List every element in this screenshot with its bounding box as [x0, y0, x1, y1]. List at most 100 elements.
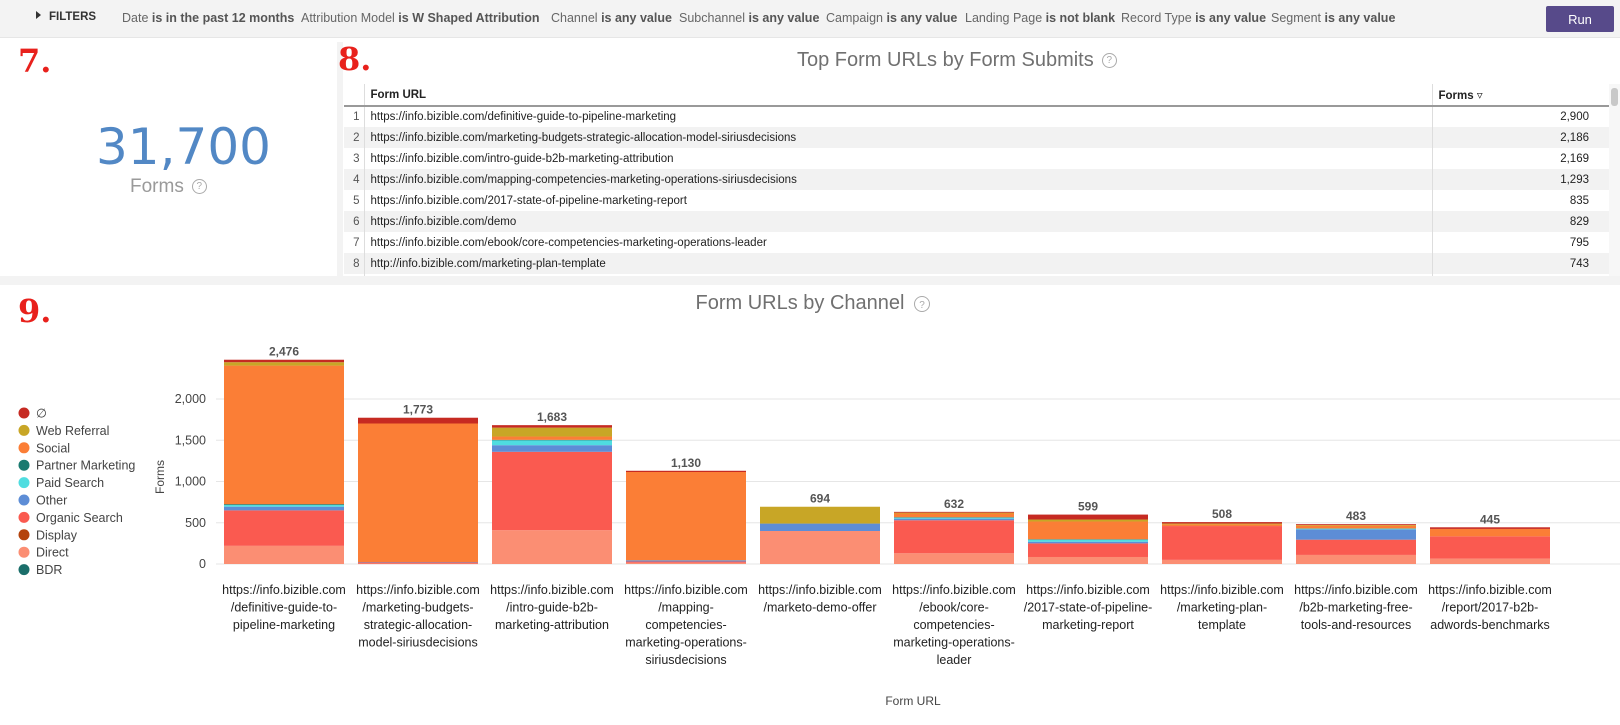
- form-url-cell[interactable]: https://info.bizible.com/marketing-budge…: [364, 127, 1433, 148]
- form-url-cell[interactable]: https://info.bizible.com/demo: [364, 211, 1433, 232]
- bar-segment[interactable]: [1162, 559, 1282, 564]
- table-row[interactable]: 4 https://info.bizible.com/mapping-compet…: [344, 169, 1609, 190]
- bar-segment[interactable]: [224, 510, 344, 546]
- bar-segment[interactable]: [1296, 554, 1416, 564]
- table-scrollbar[interactable]: [1609, 84, 1620, 276]
- bar-segment[interactable]: [760, 531, 880, 564]
- bar-segment[interactable]: [1296, 528, 1416, 530]
- bar-segment[interactable]: [492, 425, 612, 428]
- bar-segment[interactable]: [358, 563, 478, 565]
- bar-segment[interactable]: [1162, 523, 1282, 525]
- table-row[interactable]: 3 https://info.bizible.com/intro-guide-b2…: [344, 148, 1609, 169]
- legend-label[interactable]: Organic Search: [36, 511, 123, 525]
- bar-segment[interactable]: [1430, 528, 1550, 537]
- bar-segment[interactable]: [224, 359, 344, 363]
- bar-segment[interactable]: [1296, 524, 1416, 525]
- scrollbar-thumb[interactable]: [1611, 88, 1618, 106]
- bar-segment[interactable]: [1430, 558, 1550, 564]
- bar-segment[interactable]: [894, 512, 1014, 514]
- bar-segment[interactable]: [1028, 521, 1148, 540]
- filter-date[interactable]: Date is in the past 12 months: [122, 11, 294, 25]
- bar-segment[interactable]: [1028, 539, 1148, 542]
- table-row[interactable]: 2 https://info.bizible.com/marketing-budg…: [344, 127, 1609, 148]
- bar-segment[interactable]: [894, 553, 1014, 564]
- help-icon[interactable]: ?: [1101, 53, 1117, 68]
- filter-landing-page[interactable]: Landing Page is not blank: [965, 11, 1115, 25]
- table-row[interactable]: 1 https://info.bizible.com/definitive-gui…: [344, 106, 1609, 127]
- bar-segment[interactable]: [358, 417, 478, 424]
- bar-segment[interactable]: [1028, 541, 1148, 544]
- bar-segment[interactable]: [1028, 514, 1148, 520]
- bar-segment[interactable]: [492, 451, 612, 531]
- bar-segment[interactable]: [626, 472, 746, 561]
- bar-segment[interactable]: [894, 520, 1014, 554]
- form-url-cell[interactable]: https://info.bizible.com/2017-state-of-p…: [364, 190, 1433, 211]
- help-icon[interactable]: ?: [914, 296, 930, 312]
- table-row[interactable]: 5 https://info.bizible.com/2017-state-of-…: [344, 190, 1609, 211]
- bar-segment[interactable]: [1028, 556, 1148, 564]
- bar-segment[interactable]: [492, 530, 612, 564]
- form-url-cell[interactable]: https://info.bizible.com/ebook/core-comp…: [364, 232, 1433, 253]
- bar-segment[interactable]: [1296, 539, 1416, 555]
- table-row[interactable]: 6 https://info.bizible.com/demo 829: [344, 211, 1609, 232]
- legend-label[interactable]: Partner Marketing: [36, 459, 135, 473]
- bar-segment[interactable]: [1296, 525, 1416, 529]
- table-row[interactable]: 7 https://info.bizible.com/ebook/core-com…: [344, 232, 1609, 253]
- filter-campaign[interactable]: Campaign is any value: [826, 11, 957, 25]
- bar-segment[interactable]: [224, 506, 344, 511]
- bar-segment[interactable]: [358, 562, 478, 564]
- bar-segment[interactable]: [1430, 536, 1550, 559]
- legend-label[interactable]: ∅: [36, 407, 47, 421]
- legend-label[interactable]: Display: [36, 528, 78, 542]
- bar-segment[interactable]: [894, 511, 1014, 513]
- filter-channel[interactable]: Channel is any value: [551, 11, 672, 25]
- bar-segment[interactable]: [1028, 543, 1148, 557]
- table-row[interactable]: 9https://info.bizible.com/cmo-guide-to-b…: [344, 274, 1609, 276]
- bar-segment[interactable]: [224, 504, 344, 506]
- bar-segment[interactable]: [492, 439, 612, 441]
- bar-segment[interactable]: [894, 517, 1014, 518]
- legend-label[interactable]: Web Referral: [36, 424, 109, 438]
- bar-segment[interactable]: [1162, 522, 1282, 524]
- table-row[interactable]: 8 http://info.bizible.com/marketing-plan-…: [344, 253, 1609, 274]
- bar-segment[interactable]: [358, 423, 478, 563]
- bar-segment[interactable]: [894, 513, 1014, 518]
- run-button[interactable]: Run: [1546, 6, 1614, 32]
- filter-subchannel[interactable]: Subchannel is any value: [679, 11, 819, 25]
- bar-segment[interactable]: [626, 560, 746, 562]
- filters-toggle[interactable]: FILTERS: [36, 11, 96, 23]
- bar-segment[interactable]: [492, 445, 612, 452]
- bar-segment[interactable]: [626, 470, 746, 473]
- legend-label[interactable]: Other: [36, 494, 67, 508]
- legend-label[interactable]: Social: [36, 441, 70, 455]
- form-url-cell[interactable]: https://info.bizible.com/mapping-compete…: [364, 169, 1433, 190]
- bar-segment[interactable]: [224, 362, 344, 366]
- bar-segment[interactable]: [224, 365, 344, 505]
- form-url-column-header[interactable]: Form URL: [364, 84, 1433, 107]
- bar-segment[interactable]: [760, 506, 880, 524]
- bar-segment[interactable]: [358, 562, 478, 563]
- filter-record-type[interactable]: Record Type is any value: [1121, 11, 1266, 25]
- bar-segment[interactable]: [1028, 519, 1148, 522]
- bar-segment[interactable]: [492, 436, 612, 440]
- legend-label[interactable]: Direct: [36, 546, 69, 560]
- bar-segment[interactable]: [1430, 527, 1550, 529]
- bar-segment[interactable]: [760, 523, 880, 531]
- bar-segment[interactable]: [224, 505, 344, 507]
- bar-segment[interactable]: [492, 427, 612, 437]
- form-url-cell[interactable]: https://info.bizible.com/definitive-guid…: [364, 106, 1433, 127]
- form-url-cell[interactable]: https://info.bizible.com/cmo-guide-to-b2…: [364, 274, 1433, 276]
- bar-segment[interactable]: [894, 517, 1014, 519]
- filter-segment[interactable]: Segment is any value: [1271, 11, 1395, 25]
- bar-segment[interactable]: [626, 562, 746, 564]
- bar-segment[interactable]: [1296, 529, 1416, 540]
- bar-segment[interactable]: [492, 440, 612, 446]
- bar-segment[interactable]: [224, 545, 344, 564]
- bar-segment[interactable]: [626, 561, 746, 563]
- bar-segment[interactable]: [1296, 524, 1416, 526]
- filter-attribution-model[interactable]: Attribution Model is W Shaped Attributio…: [301, 11, 540, 25]
- legend-label[interactable]: Paid Search: [36, 476, 104, 490]
- bar-segment[interactable]: [1162, 526, 1282, 560]
- bar-segment[interactable]: [1162, 524, 1282, 527]
- legend-label[interactable]: BDR: [36, 563, 62, 577]
